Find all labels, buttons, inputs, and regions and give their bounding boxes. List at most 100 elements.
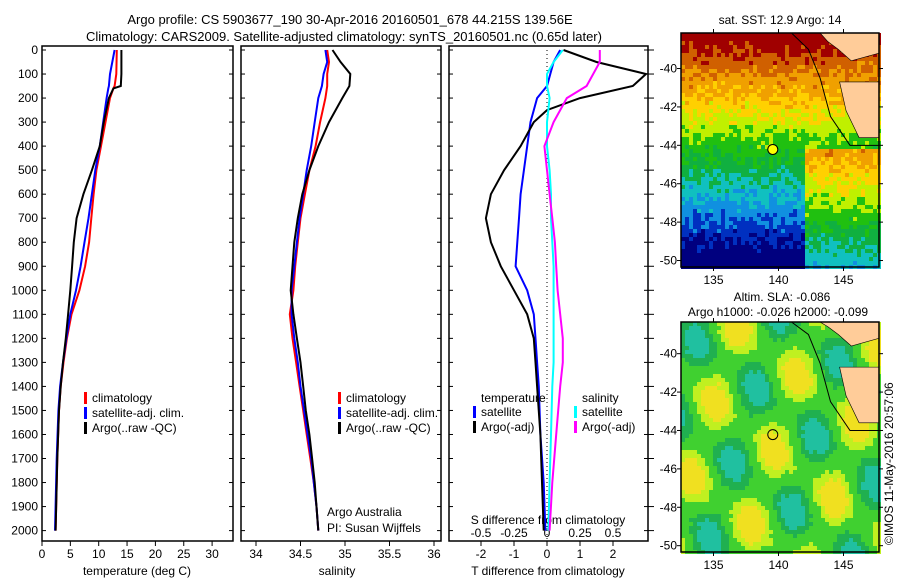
map-cell	[825, 358, 829, 362]
map-cell	[801, 390, 805, 394]
map-cell	[685, 430, 689, 434]
map-cell	[829, 97, 833, 101]
map-cell	[753, 249, 757, 253]
map-cell	[789, 201, 793, 205]
map-cell	[721, 261, 725, 265]
map-cell	[741, 402, 745, 406]
map-cell	[713, 141, 717, 145]
map-cell	[757, 438, 761, 442]
map-cell	[769, 434, 773, 438]
map-cell	[821, 133, 825, 137]
map-cell	[697, 358, 701, 362]
map-cell	[853, 257, 857, 261]
map-cell	[821, 362, 825, 366]
map-cell	[749, 125, 753, 129]
map-cell	[761, 458, 765, 462]
map-cell	[789, 165, 793, 169]
y-tick-label: 1600	[11, 427, 38, 441]
map-cell	[861, 205, 865, 209]
map-cell	[861, 149, 865, 153]
map-cell	[721, 205, 725, 209]
map-cell	[797, 334, 801, 338]
map-cell	[793, 245, 797, 249]
map-cell	[773, 161, 777, 165]
map-cell	[837, 426, 841, 430]
map-cell	[757, 161, 761, 165]
sla-map-title: Altim. SLA: -0.086	[734, 290, 831, 304]
map-cell	[733, 145, 737, 149]
map-cell	[825, 173, 829, 177]
map-cell	[789, 386, 793, 390]
map-cell	[705, 386, 709, 390]
map-cell	[841, 145, 845, 149]
map-cell	[793, 185, 797, 189]
map-cell	[793, 434, 797, 438]
map-cell	[797, 229, 801, 233]
map-cell	[701, 418, 705, 422]
map-cell	[833, 53, 837, 57]
map-cell	[737, 249, 741, 253]
map-cell	[749, 205, 753, 209]
map-cell	[737, 454, 741, 458]
map-cell	[873, 189, 877, 193]
map-cell	[809, 394, 813, 398]
map-cell	[685, 249, 689, 253]
map-cell	[693, 169, 697, 173]
map-cell	[793, 342, 797, 346]
map-cell	[773, 89, 777, 93]
map-cell	[729, 165, 733, 169]
map-cell	[845, 69, 849, 73]
map-cell	[829, 185, 833, 189]
map-cell	[801, 145, 805, 149]
map-cell	[857, 73, 861, 77]
map-cell	[717, 338, 721, 342]
map-cell	[765, 398, 769, 402]
map-cell	[745, 229, 749, 233]
map-cell	[769, 374, 773, 378]
map-cell	[757, 378, 761, 382]
map-cell	[829, 157, 833, 161]
map-cell	[717, 454, 721, 458]
map-cell	[713, 61, 717, 65]
map-cell	[753, 382, 757, 386]
map-cell	[697, 418, 701, 422]
map-cell	[709, 169, 713, 173]
map-cell	[797, 77, 801, 81]
map-cell	[757, 446, 761, 450]
map-cell	[813, 209, 817, 213]
map-cell	[761, 209, 765, 213]
map-cell	[857, 149, 861, 153]
map-cell	[789, 241, 793, 245]
map-cell	[861, 261, 865, 265]
map-cell	[741, 121, 745, 125]
map-cell	[801, 350, 805, 354]
map-cell	[829, 85, 833, 89]
map-cell	[749, 37, 753, 41]
map-cell	[749, 101, 753, 105]
map-cell	[737, 426, 741, 430]
y-tick-label: 0	[31, 43, 38, 57]
map-cell	[729, 109, 733, 113]
map-cell	[745, 434, 749, 438]
map-cell	[725, 245, 729, 249]
map-cell	[841, 65, 845, 69]
map-cell	[685, 350, 689, 354]
map-cell	[801, 366, 805, 370]
map-cell	[733, 217, 737, 221]
map-cell	[849, 129, 853, 133]
map-cell	[873, 185, 877, 189]
map-cell	[793, 418, 797, 422]
map-cell	[785, 57, 789, 61]
map-cell	[837, 61, 841, 65]
map-cell	[845, 418, 849, 422]
map-cell	[785, 261, 789, 265]
map-cell	[833, 133, 837, 137]
map-cell	[861, 446, 865, 450]
map-cell	[689, 161, 693, 165]
map-cell	[873, 358, 877, 362]
map-cell	[729, 65, 733, 69]
map-cell	[781, 366, 785, 370]
map-cell	[761, 390, 765, 394]
map-cell	[689, 362, 693, 366]
map-cell	[709, 422, 713, 426]
